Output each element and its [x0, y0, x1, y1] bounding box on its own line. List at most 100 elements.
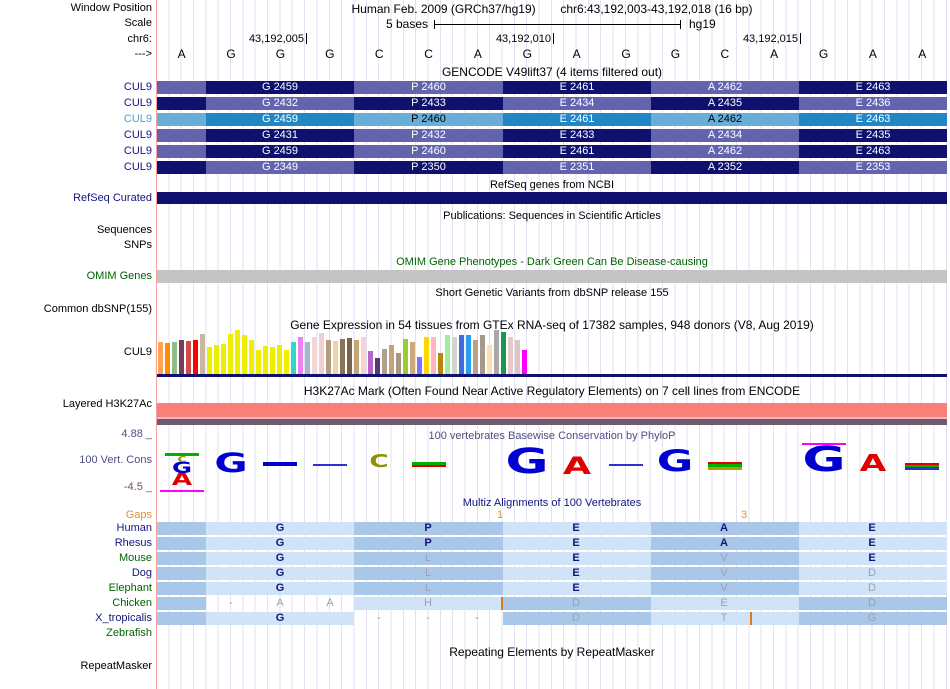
gtex-tissue-bar[interactable] [207, 347, 212, 374]
gencode-codon-segment[interactable]: A 2462 [651, 145, 799, 158]
gtex-tissue-bar[interactable] [186, 341, 191, 374]
gencode-codon-segment[interactable]: E 2463 [799, 145, 947, 158]
gtex-tissue-bar[interactable] [452, 337, 457, 374]
gencode-codon-segment[interactable]: E 2463 [799, 113, 947, 126]
gtex-tissue-bar[interactable] [263, 346, 268, 374]
multiz-alignment-block[interactable] [503, 612, 651, 625]
gencode-codon-segment[interactable]: E 2351 [503, 161, 651, 174]
gencode-codon-segment[interactable] [157, 161, 206, 174]
gencode-item-label[interactable]: CUL9 [123, 129, 152, 141]
gtex-tissue-bar[interactable] [319, 333, 324, 374]
multiz-track-title[interactable]: Multiz Alignments of 100 Vertebrates [462, 497, 642, 509]
gtex-tissue-bar[interactable] [438, 353, 443, 374]
gencode-codon-segment[interactable] [157, 113, 206, 126]
gtex-tissue-bar[interactable] [508, 337, 513, 374]
gencode-codon-segment[interactable]: E 2463 [799, 81, 947, 94]
gencode-item-label[interactable]: CUL9 [123, 161, 152, 173]
gtex-tissue-bar[interactable] [361, 337, 366, 374]
multiz-alignment-block[interactable] [799, 537, 947, 550]
snps-label[interactable]: SNPs [123, 239, 152, 251]
gtex-tissue-bar[interactable] [235, 330, 240, 374]
omim-genes-item[interactable] [157, 270, 947, 283]
gtex-tissue-bar[interactable] [347, 338, 352, 374]
multiz-alignment-block[interactable] [503, 552, 651, 565]
multiz-alignment-block[interactable] [651, 522, 799, 535]
gtex-tissue-bar[interactable] [431, 337, 436, 374]
repeatmasker-track-title[interactable]: Repeating Elements by RepeatMasker [449, 645, 655, 659]
multiz-alignment-block[interactable] [157, 612, 206, 625]
gencode-codon-segment[interactable] [157, 97, 206, 110]
multiz-alignment-block[interactable] [206, 582, 354, 595]
multiz-alignment-block[interactable] [503, 522, 651, 535]
gtex-tissue-bar[interactable] [375, 358, 380, 374]
gtex-gene-label[interactable]: CUL9 [123, 346, 152, 358]
gencode-codon-segment[interactable]: P 2460 [354, 145, 503, 158]
gencode-codon-segment[interactable]: P 2432 [354, 129, 503, 142]
gtex-tissue-bar[interactable] [459, 335, 464, 374]
gtex-tissue-bar[interactable] [473, 340, 478, 374]
gtex-tissue-bar[interactable] [466, 335, 471, 374]
multiz-alignment-block[interactable] [206, 552, 354, 565]
gtex-tissue-bar[interactable] [249, 340, 254, 374]
gencode-codon-segment[interactable]: E 2461 [503, 81, 651, 94]
sequences-label[interactable]: Sequences [96, 224, 152, 236]
gtex-tissue-bar[interactable] [200, 334, 205, 374]
gtex-tissue-bar[interactable] [424, 337, 429, 374]
gtex-tissue-bar[interactable] [417, 357, 422, 374]
gtex-tissue-bar[interactable] [165, 343, 170, 374]
multiz-alignment-block[interactable] [799, 567, 947, 580]
gencode-codon-segment[interactable]: P 2350 [354, 161, 503, 174]
gencode-codon-segment[interactable]: P 2433 [354, 97, 503, 110]
multiz-alignment-block[interactable] [799, 552, 947, 565]
multiz-species-label[interactable]: Elephant [108, 582, 152, 594]
gencode-codon-segment[interactable]: E 2435 [799, 129, 947, 142]
gencode-codon-segment[interactable]: A 2352 [651, 161, 799, 174]
multiz-alignment-block[interactable] [651, 612, 799, 625]
phylop-track-title[interactable]: 100 vertebrates Basewise Conservation by… [428, 430, 676, 442]
multiz-species-label[interactable]: Chicken [112, 597, 152, 609]
gtex-tissue-bar[interactable] [291, 342, 296, 374]
gtex-tissue-bar[interactable] [172, 342, 177, 374]
gencode-codon-segment[interactable]: E 2433 [503, 129, 651, 142]
gtex-tissue-bar[interactable] [326, 340, 331, 374]
gtex-tissue-bar[interactable] [501, 332, 506, 374]
gencode-codon-segment[interactable]: G 2459 [206, 81, 354, 94]
gencode-codon-segment[interactable]: A 2462 [651, 81, 799, 94]
multiz-alignment-block[interactable] [503, 537, 651, 550]
multiz-alignment-block[interactable] [206, 567, 354, 580]
multiz-alignment-block[interactable] [157, 582, 206, 595]
gtex-tissue-bar[interactable] [354, 340, 359, 374]
multiz-alignment-block[interactable] [799, 612, 947, 625]
gtex-tissue-bar[interactable] [228, 334, 233, 374]
gencode-codon-segment[interactable] [157, 129, 206, 142]
multiz-species-label[interactable]: X_tropicalis [95, 612, 152, 624]
gencode-item-label[interactable]: CUL9 [123, 97, 152, 109]
gencode-codon-segment[interactable]: E 2434 [503, 97, 651, 110]
multiz-alignment-block[interactable] [651, 582, 799, 595]
refseq-curated-label[interactable]: RefSeq Curated [73, 192, 152, 204]
gencode-codon-segment[interactable]: G 2349 [206, 161, 354, 174]
multiz-alignment-block[interactable] [651, 537, 799, 550]
gtex-tissue-bar[interactable] [515, 340, 520, 374]
gencode-codon-segment[interactable]: G 2459 [206, 113, 354, 126]
gencode-codon-segment[interactable]: E 2461 [503, 113, 651, 126]
multiz-alignment-block[interactable] [206, 522, 354, 535]
gencode-item-label[interactable]: CUL9 [123, 81, 152, 93]
gtex-tissue-bar[interactable] [522, 350, 527, 374]
gtex-tissue-bar[interactable] [312, 337, 317, 374]
gtex-tissue-bar[interactable] [179, 340, 184, 374]
gtex-tissue-bar[interactable] [396, 353, 401, 374]
multiz-alignment-block[interactable] [354, 567, 503, 580]
gtex-tissue-bar[interactable] [487, 345, 492, 374]
multiz-alignment-block[interactable] [651, 567, 799, 580]
multiz-alignment-block[interactable] [157, 552, 206, 565]
gtex-tissue-bar[interactable] [333, 341, 338, 374]
multiz-alignment-block[interactable] [157, 537, 206, 550]
gtex-tissue-bar[interactable] [382, 349, 387, 374]
multiz-alignment-block[interactable] [354, 597, 503, 610]
gtex-tissue-bar[interactable] [305, 342, 310, 374]
multiz-alignment-block[interactable] [354, 552, 503, 565]
gtex-tissue-bar[interactable] [193, 340, 198, 374]
omim-genes-label[interactable]: OMIM Genes [86, 270, 152, 282]
multiz-alignment-block[interactable] [354, 582, 503, 595]
